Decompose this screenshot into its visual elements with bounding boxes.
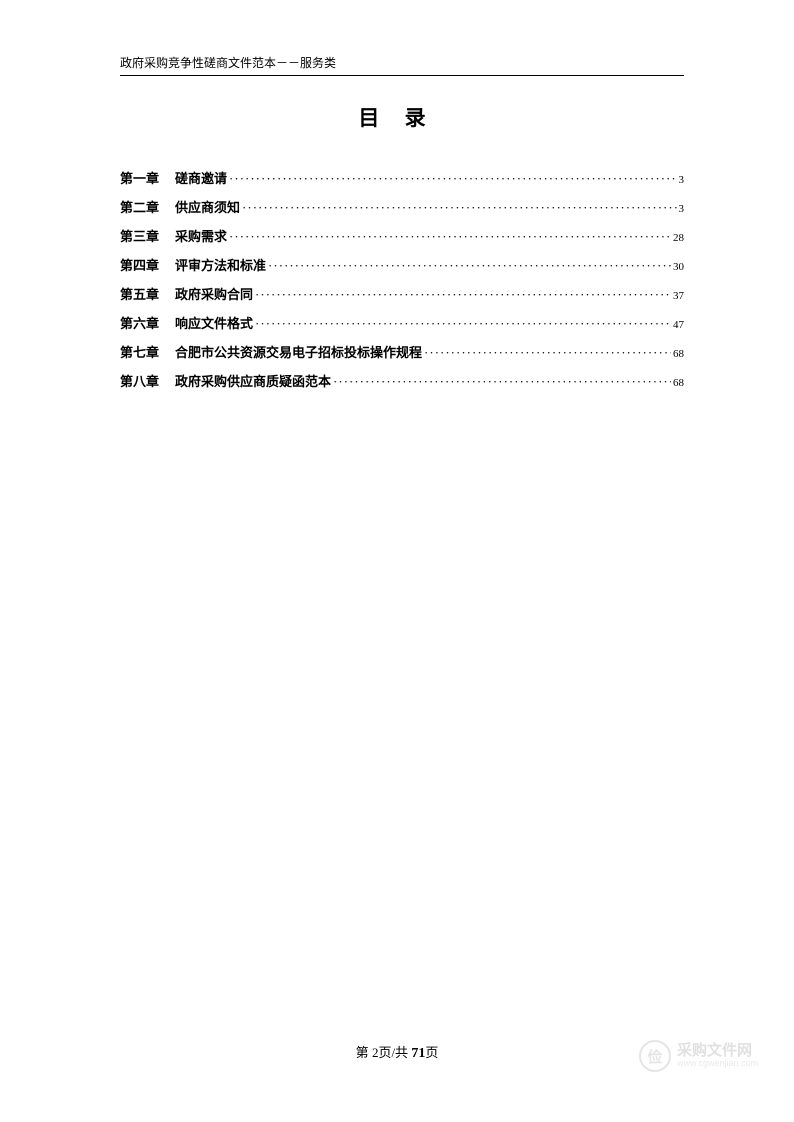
toc-chapter: 第三章 — [120, 226, 159, 245]
toc-entry: 第四章评审方法和标准······························… — [120, 255, 684, 274]
footer-mid: 页/共 — [378, 1045, 411, 1060]
toc-label: 评审方法和标准 — [175, 255, 266, 274]
footer-suffix: 页 — [425, 1045, 438, 1060]
toc-page-number: 3 — [679, 203, 685, 215]
footer-total-pages: 71 — [411, 1046, 425, 1061]
watermark: 俭 采购文件网 www.cgwenjian.com — [639, 1040, 758, 1072]
toc-leader-dots: ········································… — [333, 374, 671, 390]
toc-chapter: 第一章 — [120, 168, 159, 187]
toc-entry: 第二章供应商须知································… — [120, 197, 684, 216]
toc-entry: 第六章响应文件格式·······························… — [120, 313, 684, 332]
toc-chapter: 第四章 — [120, 255, 159, 274]
watermark-cn: 采购文件网 — [677, 1043, 758, 1060]
toc-page-number: 47 — [673, 319, 684, 331]
toc-leader-dots: ········································… — [255, 316, 671, 332]
toc-page-number: 28 — [673, 232, 684, 244]
toc-entry: 第三章采购需求·································… — [120, 226, 684, 245]
watermark-badge-icon: 俭 — [639, 1040, 671, 1072]
toc-label: 磋商邀请 — [175, 168, 227, 187]
toc-leader-dots: ········································… — [268, 258, 671, 274]
toc-entry: 第五章政府采购合同·······························… — [120, 284, 684, 303]
toc-page-number: 37 — [673, 290, 684, 302]
toc-page-number: 30 — [673, 261, 684, 273]
page-header: 政府采购竞争性磋商文件范本－－服务类 — [120, 54, 684, 76]
toc-label: 合肥市公共资源交易电子招标投标操作规程 — [175, 342, 422, 361]
header-text: 政府采购竞争性磋商文件范本－－服务类 — [120, 56, 336, 70]
toc-label: 供应商须知 — [175, 197, 240, 216]
toc-entry: 第八章政府采购供应商质疑函范本·························… — [120, 371, 684, 390]
toc-chapter: 第六章 — [120, 313, 159, 332]
toc-leader-dots: ········································… — [229, 171, 676, 187]
toc-label: 响应文件格式 — [175, 313, 253, 332]
toc-entry: 第一章磋商邀请·································… — [120, 168, 684, 187]
toc-chapter: 第七章 — [120, 342, 159, 361]
toc-leader-dots: ········································… — [242, 200, 676, 216]
toc-page-number: 68 — [673, 377, 684, 389]
toc-title: 目 录 — [0, 102, 794, 132]
toc-entry: 第七章合肥市公共资源交易电子招标投标操作规程··················… — [120, 342, 684, 361]
toc-label: 政府采购合同 — [175, 284, 253, 303]
watermark-url: www.cgwenjian.com — [677, 1059, 758, 1069]
toc-page-number: 68 — [673, 348, 684, 360]
toc-chapter: 第八章 — [120, 371, 159, 390]
toc-leader-dots: ········································… — [255, 287, 671, 303]
toc-chapter: 第二章 — [120, 197, 159, 216]
footer-prefix: 第 — [356, 1045, 372, 1060]
watermark-text: 采购文件网 www.cgwenjian.com — [677, 1043, 758, 1069]
toc-container: 第一章磋商邀请·································… — [120, 168, 684, 400]
toc-label: 政府采购供应商质疑函范本 — [175, 371, 331, 390]
toc-label: 采购需求 — [175, 226, 227, 245]
toc-chapter: 第五章 — [120, 284, 159, 303]
toc-page-number: 3 — [679, 174, 685, 186]
toc-leader-dots: ········································… — [424, 345, 671, 361]
toc-leader-dots: ········································… — [229, 229, 671, 245]
